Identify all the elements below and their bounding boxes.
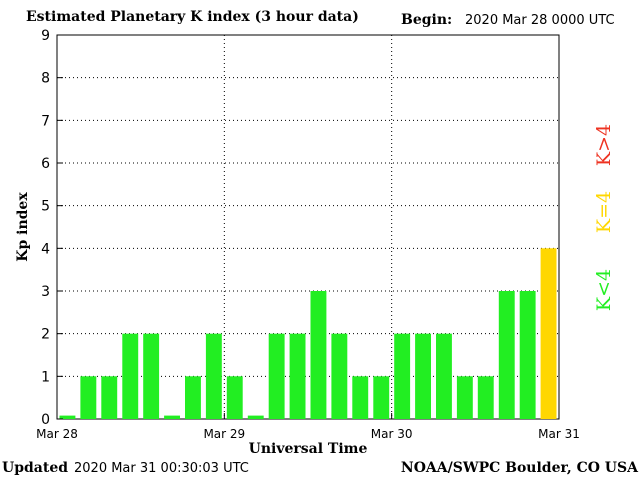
- kp-bar: [164, 415, 180, 419]
- y-tick-label: 0: [41, 412, 50, 428]
- chart-title: Estimated Planetary K index (3 hour data…: [26, 9, 359, 25]
- kp-bar: [247, 415, 264, 419]
- legend-item: K=4: [593, 191, 615, 233]
- kp-bar: [394, 333, 411, 419]
- legend-item: K<4: [593, 269, 615, 311]
- kp-bar: [352, 376, 369, 419]
- credit-text: NOAA/SWPC Boulder, CO USA: [400, 460, 638, 476]
- kp-bar: [310, 291, 327, 419]
- updated-value: 2020 Mar 31 00:30:03 UTC: [74, 461, 249, 476]
- kp-bar: [519, 291, 536, 419]
- x-tick-label: Mar 31: [538, 427, 580, 441]
- updated-label: Updated: [2, 460, 69, 476]
- kp-bar: [415, 333, 431, 419]
- x-axis: Mar 28 Mar 29 Mar 30 Mar 31: [36, 413, 580, 441]
- y-tick-label: 4: [41, 241, 50, 257]
- plot-frame: [56, 34, 560, 420]
- x-tick-label: Mar 30: [371, 427, 413, 441]
- x-axis-label: Universal Time: [249, 441, 368, 457]
- kp-bar: [226, 376, 243, 419]
- kp-bar: [268, 333, 285, 419]
- kp-bar: [456, 376, 473, 419]
- kp-bar: [540, 248, 557, 419]
- y-tick-label: 5: [41, 199, 50, 215]
- begin-label: Begin:: [401, 12, 453, 28]
- y-axis: 0 1 2 3 4 5 6 7 8 9: [41, 28, 63, 428]
- kp-bar: [122, 333, 139, 419]
- legend: K<4 K=4 K>4: [593, 124, 615, 311]
- begin-value: 2020 Mar 28 0000 UTC: [465, 13, 615, 28]
- y-tick-label: 2: [41, 327, 50, 343]
- bars: [59, 248, 557, 419]
- legend-item: K>4: [593, 124, 615, 166]
- kp-bar: [101, 376, 118, 419]
- y-tick-label: 7: [41, 113, 50, 129]
- y-tick-label: 3: [41, 284, 50, 300]
- kp-bar: [498, 291, 515, 419]
- kp-bar: [80, 376, 97, 419]
- y-tick-label: 1: [41, 369, 50, 385]
- kp-bar: [477, 376, 494, 419]
- x-tick-label: Mar 29: [203, 427, 245, 441]
- kp-bar: [143, 333, 160, 419]
- kp-bar: [59, 415, 76, 419]
- y-tick-label: 8: [41, 71, 50, 87]
- kp-bar: [185, 376, 201, 419]
- kp-bar: [331, 333, 348, 419]
- kp-bar: [205, 333, 222, 419]
- grid-lines: [57, 35, 559, 419]
- kp-bar: [436, 333, 452, 419]
- kp-bar: [289, 333, 306, 419]
- y-axis-label: Kp index: [15, 192, 31, 262]
- x-tick-label: Mar 28: [36, 427, 78, 441]
- y-tick-label: 6: [41, 156, 50, 172]
- kp-bar: [373, 376, 390, 419]
- y-tick-label: 9: [41, 28, 50, 44]
